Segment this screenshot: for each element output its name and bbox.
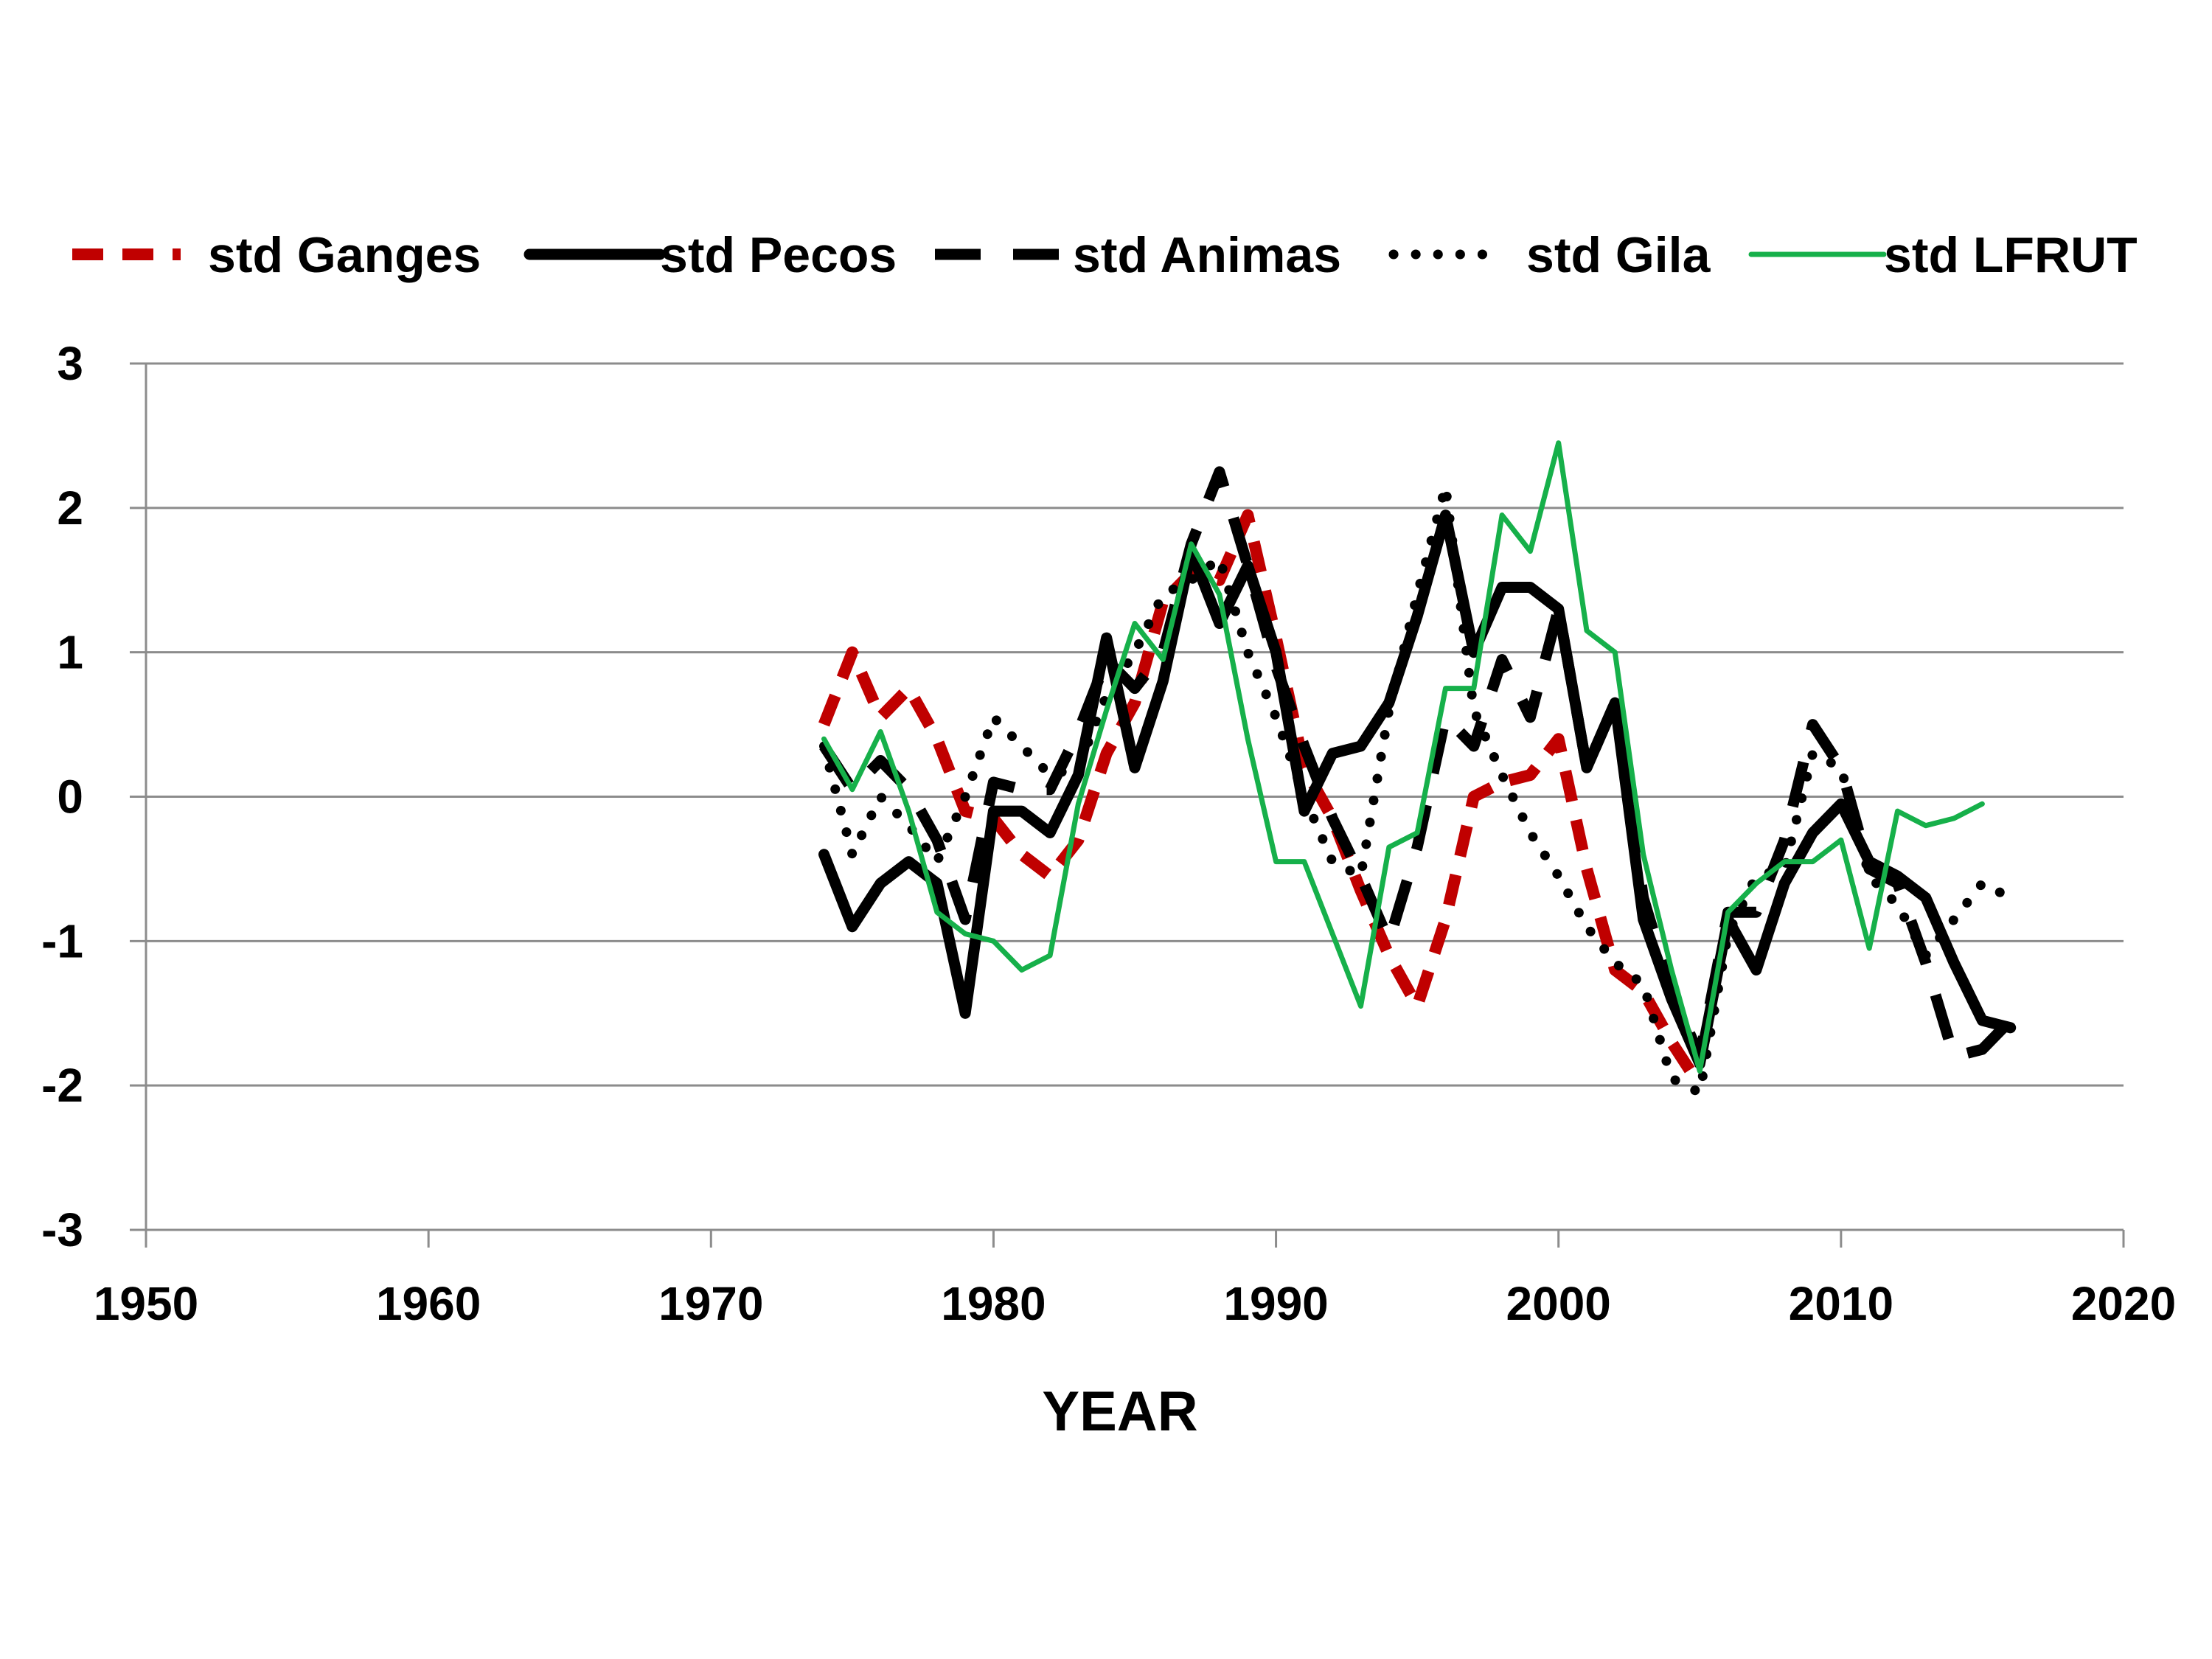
x-tick-label: 1950 xyxy=(94,1277,198,1330)
x-tick-label: 1980 xyxy=(941,1277,1046,1330)
series-line-std-lfrut xyxy=(821,440,1985,1074)
y-tick-label: -2 xyxy=(41,1059,83,1112)
series-lines xyxy=(818,440,2017,1098)
y-tick-label: -1 xyxy=(41,914,83,967)
y-tick-label: 1 xyxy=(57,626,83,679)
legend-label: std LFRUT xyxy=(1884,227,2138,283)
x-tick-label: 2010 xyxy=(1789,1277,1893,1330)
y-tick-label: 2 xyxy=(57,481,83,535)
x-tick-label: 2000 xyxy=(1506,1277,1611,1330)
legend-label: std Animas xyxy=(1073,227,1341,283)
series-line-std-ganges xyxy=(818,509,1705,1089)
series-line-std-pecos xyxy=(818,509,2017,1070)
legend: std Ganges std Pecos std Animas std Gila std… xyxy=(72,227,2138,283)
x-tick-label: 1990 xyxy=(1223,1277,1328,1330)
legend-label: std Ganges xyxy=(208,227,481,283)
x-tick-label: 1970 xyxy=(658,1277,763,1330)
y-tick-label: 0 xyxy=(57,771,83,824)
x-axis-title: YEAR xyxy=(1042,1380,1197,1443)
series-line-std-gila xyxy=(819,481,2016,1098)
legend-label: std Gila xyxy=(1526,227,1711,283)
series-line-std-animas xyxy=(819,466,2015,1062)
y-tick-label: -3 xyxy=(41,1203,83,1256)
gridlines xyxy=(146,362,2124,1231)
legend-label: std Pecos xyxy=(660,227,897,283)
x-tick-label: 1960 xyxy=(376,1277,481,1330)
x-tick-label: 2020 xyxy=(2071,1277,2176,1330)
y-tick-label: 3 xyxy=(57,337,83,390)
